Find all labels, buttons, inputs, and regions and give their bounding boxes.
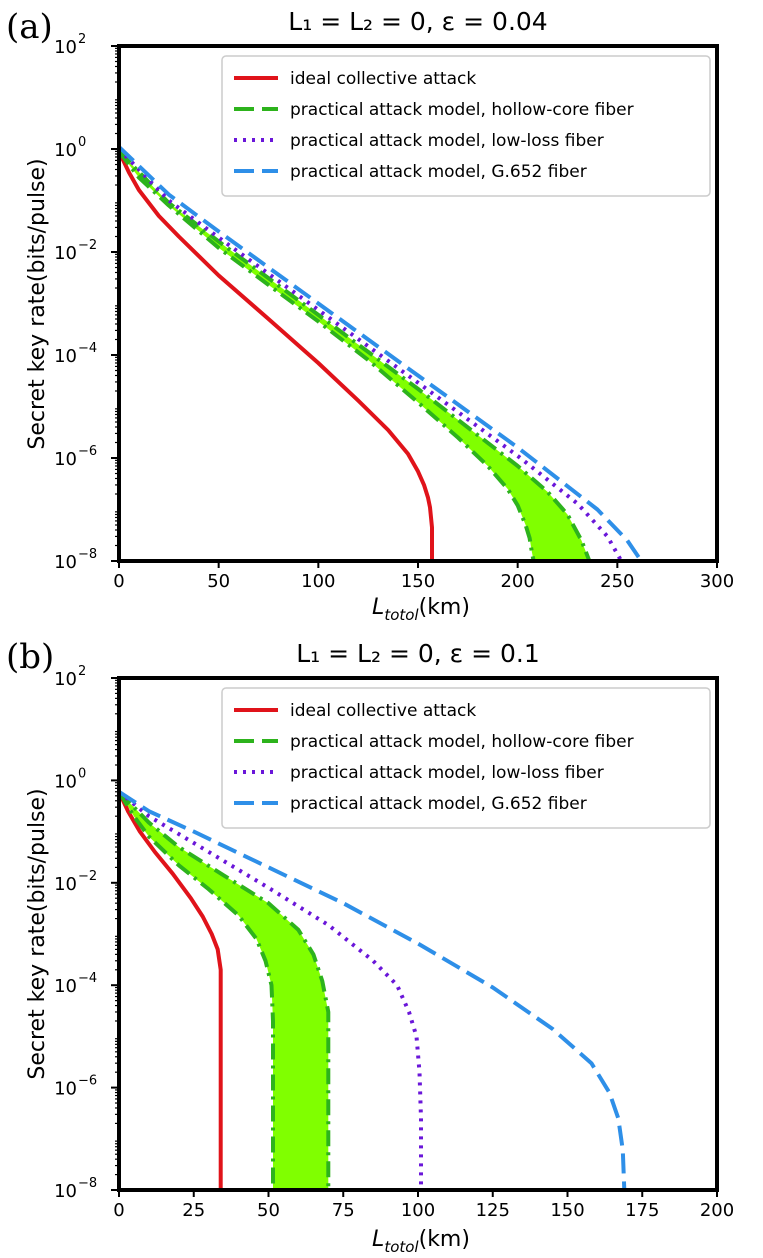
plot-area (119, 790, 627, 1190)
y-tick-label: 10 (54, 1079, 77, 1100)
x-tick-label: 50 (207, 571, 230, 592)
panel-label: (a) (6, 7, 53, 47)
series-line-1-upper (119, 790, 331, 1190)
chart-panel-a: (a) L₁ = L₂ = 0, ε = 0.040 50 100 150 200 250 3… (6, 7, 734, 624)
y-tick-label: 10 (54, 552, 77, 573)
y-tick-label: 10 (54, 1181, 77, 1202)
x-tick-label: 175 (625, 1200, 659, 1221)
chart-panel-b: (b) L₁ = L₂ = 0, ε = 0.10 25 50 75 100 125 150 1… (6, 637, 734, 1256)
x-tick-label: 300 (700, 571, 734, 592)
series-line-0 (119, 150, 434, 561)
x-tick-label: 125 (476, 1200, 510, 1221)
y-tick-label: 10 (54, 243, 77, 264)
legend-label: practical attack model, hollow-core fibe… (290, 732, 634, 752)
y-tick-label: 10 (54, 449, 77, 470)
series-line-2 (119, 147, 624, 561)
legend-label: ideal collective attack (290, 701, 476, 721)
y-tick-exponent: −2 (78, 238, 97, 253)
y-tick-exponent: −6 (78, 1074, 97, 1089)
x-tick-label: 0 (113, 571, 124, 592)
y-tick-exponent: −6 (78, 444, 97, 459)
y-axis-label: Secret key rate(bits/pulse) (25, 788, 50, 1079)
legend-label: practical attack model, hollow-core fibe… (290, 100, 634, 120)
legend-label: practical attack model, low-loss fiber (290, 763, 604, 783)
x-axis-label: Ltotol(km) (372, 595, 470, 624)
legend-box (221, 55, 711, 197)
y-tick-label: 10 (54, 771, 77, 792)
y-tick-exponent: −8 (78, 1176, 97, 1191)
legend-label: ideal collective attack (290, 69, 476, 89)
x-tick-label: 0 (113, 1200, 124, 1221)
y-tick-label: 10 (54, 346, 77, 367)
y-tick-exponent: 0 (78, 766, 86, 781)
x-tick-label: 200 (500, 571, 534, 592)
y-tick-label: 10 (54, 140, 77, 161)
y-tick-exponent: 2 (78, 32, 86, 47)
series-line-2 (119, 790, 423, 1190)
legend-label: practical attack model, G.652 fiber (290, 794, 587, 814)
x-tick-label: 250 (600, 571, 634, 592)
y-tick-exponent: −4 (78, 341, 97, 356)
y-tick-exponent: −8 (78, 547, 97, 562)
x-tick-label: 150 (401, 571, 435, 592)
panel-label: (b) (6, 637, 54, 677)
x-tick-label: 25 (182, 1200, 205, 1221)
y-tick-label: 10 (54, 976, 77, 997)
x-tick-label: 200 (700, 1200, 734, 1221)
series-line-0 (119, 790, 223, 1190)
chart-title: L₁ = L₂ = 0, ε = 0.04 (288, 7, 547, 36)
legend-label: practical attack model, low-loss fiber (290, 131, 604, 151)
legend-box (221, 687, 711, 829)
x-tick-label: 50 (257, 1200, 280, 1221)
y-tick-exponent: −4 (78, 971, 97, 986)
y-tick-exponent: −2 (78, 869, 97, 884)
fill-region-hollow-core (119, 151, 590, 561)
x-tick-label: 100 (401, 1200, 435, 1221)
series-line-1 (119, 150, 536, 561)
plot-area (119, 145, 643, 561)
y-axis-label: Secret key rate(bits/pulse) (25, 158, 50, 449)
x-axis-label: Ltotol(km) (372, 1227, 470, 1256)
y-tick-label: 10 (54, 669, 77, 690)
chart-title: L₁ = L₂ = 0, ε = 0.1 (296, 639, 540, 668)
legend-label: practical attack model, G.652 fiber (290, 162, 587, 182)
y-tick-exponent: 0 (78, 135, 86, 150)
series-line-1-upper (119, 150, 592, 561)
y-tick-label: 10 (54, 874, 77, 895)
series-line-3 (119, 790, 627, 1190)
x-tick-label: 100 (301, 571, 335, 592)
x-tick-label: 150 (550, 1200, 584, 1221)
x-tick-label: 75 (332, 1200, 355, 1221)
y-tick-exponent: 2 (78, 664, 86, 679)
series-line-1 (119, 790, 275, 1190)
y-tick-label: 10 (54, 37, 77, 58)
fill-region-hollow-core (119, 791, 329, 1190)
series-line-3 (119, 145, 643, 561)
